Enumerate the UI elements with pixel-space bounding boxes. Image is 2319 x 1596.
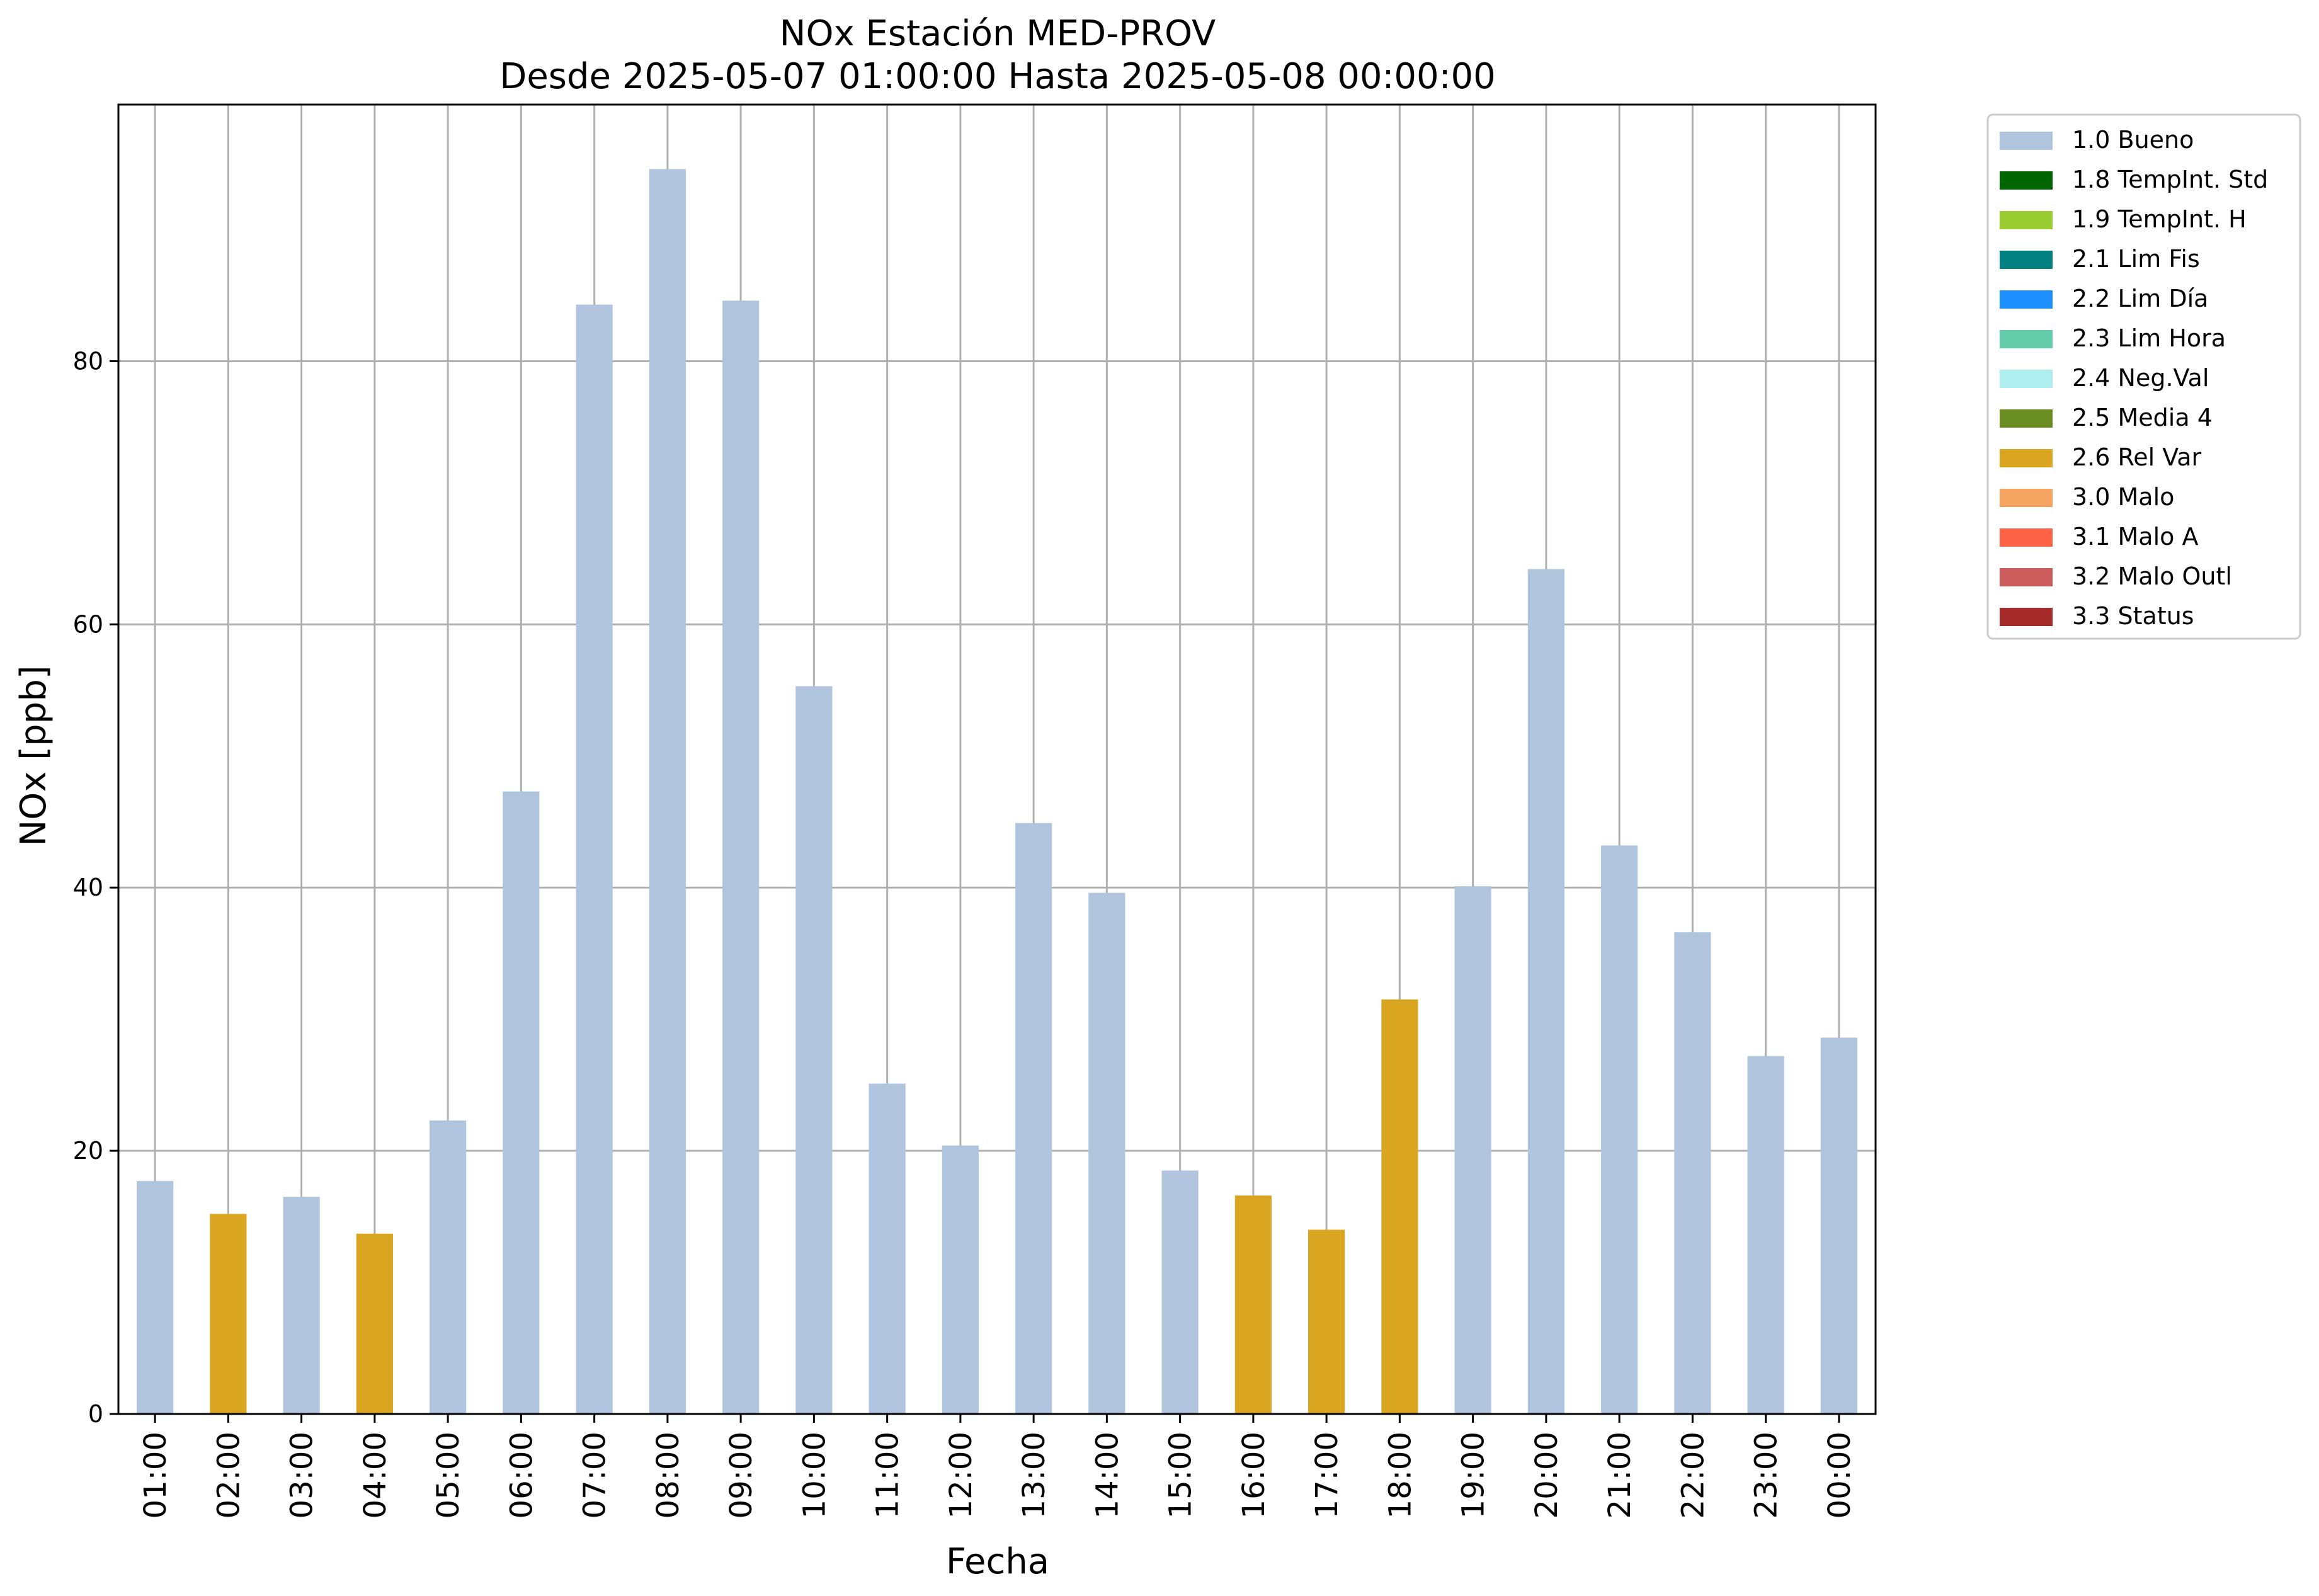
- bar-2100: [1601, 845, 1638, 1414]
- legend-entry: 2.1 Lim Fis: [2072, 245, 2200, 273]
- legend-entry: 2.4 Neg.Val: [2072, 364, 2209, 392]
- legend-swatch: [2000, 330, 2053, 348]
- bar-1200: [942, 1145, 979, 1414]
- bar-1900: [1454, 886, 1491, 1414]
- x-tick-label: 02:00: [211, 1432, 246, 1519]
- bar-1100: [869, 1083, 906, 1414]
- x-tick-label: 06:00: [504, 1432, 539, 1519]
- legend-entry: 1.0 Bueno: [2072, 126, 2194, 154]
- x-tick-label: 20:00: [1529, 1432, 1564, 1519]
- x-tick-label: 13:00: [1017, 1432, 1052, 1519]
- legend-swatch: [2000, 449, 2053, 467]
- bar-0200: [210, 1214, 247, 1414]
- bar-0100: [137, 1181, 174, 1414]
- legend-entry: 1.9 TempInt. H: [2072, 205, 2247, 233]
- x-tick-label: 03:00: [285, 1432, 320, 1519]
- bar-0400: [356, 1233, 393, 1414]
- bar-0900: [722, 300, 760, 1414]
- legend-swatch: [2000, 568, 2053, 586]
- bar-1400: [1088, 892, 1125, 1414]
- x-tick-label: 15:00: [1163, 1432, 1199, 1519]
- x-tick-label: 23:00: [1749, 1432, 1784, 1519]
- bar-1600: [1234, 1195, 1272, 1414]
- bar-1000: [795, 686, 833, 1414]
- bar-0500: [430, 1120, 467, 1414]
- legend-entry: 2.3 Lim Hora: [2072, 324, 2226, 352]
- legend-entry: 3.3 Status: [2072, 602, 2194, 630]
- bar-2200: [1674, 932, 1711, 1414]
- bar-2300: [1747, 1056, 1784, 1414]
- bar-0300: [283, 1197, 320, 1414]
- legend-entry: 1.8 TempInt. Std: [2072, 166, 2268, 193]
- legend-entry: 3.2 Malo Outl: [2072, 562, 2232, 590]
- x-tick-label: 22:00: [1675, 1432, 1711, 1519]
- x-axis: 01:00 02:00 03:00 04:00 05:00 06:00 07:00 08:00…: [138, 1414, 1857, 1519]
- y-axis: 0 20 40 60 80: [73, 347, 118, 1428]
- legend-swatch: [2000, 489, 2053, 507]
- x-tick-label: 09:00: [724, 1432, 759, 1519]
- x-tick-label: 19:00: [1456, 1432, 1491, 1519]
- legend-entry: 3.0 Malo: [2072, 483, 2174, 511]
- x-tick-label: 21:00: [1602, 1432, 1638, 1519]
- legend: 1.0 Bueno 1.8 TempInt. Std 1.9 TempInt. H 2…: [1986, 113, 2301, 640]
- x-tick-label: 08:00: [651, 1432, 686, 1519]
- y-axis-label: NOx [ppb]: [13, 665, 54, 846]
- legend-swatch: [2000, 171, 2053, 190]
- x-tick-label: 10:00: [797, 1432, 832, 1519]
- bars: [137, 169, 1857, 1415]
- bar-1700: [1308, 1229, 1345, 1414]
- x-tick-label: 04:00: [358, 1432, 393, 1519]
- x-tick-label: 18:00: [1382, 1432, 1418, 1519]
- bar-0000: [1820, 1037, 1857, 1414]
- plot-frame: [117, 103, 1877, 1415]
- chart-title: NOx Estación MED-PROV: [780, 13, 1216, 54]
- x-tick-label: 01:00: [138, 1432, 173, 1519]
- legend-entry: 2.2 Lim Día: [2072, 285, 2208, 312]
- bar-0600: [503, 791, 540, 1414]
- chart-subtitle: Desde 2025-05-07 01:00:00 Hasta 2025-05-…: [499, 56, 1496, 97]
- legend-swatch: [2000, 132, 2053, 150]
- legend-swatch: [2000, 211, 2053, 229]
- y-tick-label: 80: [73, 347, 103, 375]
- legend-swatch: [2000, 608, 2053, 626]
- y-tick-label: 20: [73, 1137, 103, 1165]
- x-tick-label: 11:00: [870, 1432, 906, 1519]
- legend-entry: 2.5 Media 4: [2072, 404, 2213, 431]
- bar-2000: [1527, 569, 1564, 1414]
- x-tick-label: 07:00: [578, 1432, 613, 1519]
- x-tick-label: 14:00: [1090, 1432, 1125, 1519]
- bar-1800: [1381, 999, 1418, 1414]
- bar-1300: [1015, 823, 1052, 1414]
- x-axis-label: Fecha: [946, 1541, 1049, 1582]
- legend-swatch: [2000, 409, 2053, 428]
- y-tick-label: 60: [73, 610, 103, 638]
- x-tick-label: 05:00: [431, 1432, 466, 1519]
- legend-swatch: [2000, 290, 2053, 309]
- y-tick-label: 40: [73, 874, 103, 901]
- bar-0800: [649, 169, 686, 1414]
- legend-swatch: [2000, 370, 2053, 388]
- x-tick-label: 17:00: [1309, 1432, 1345, 1519]
- legend-box: [1986, 113, 2301, 640]
- x-tick-label: 00:00: [1822, 1432, 1857, 1519]
- y-tick-label: 0: [88, 1400, 103, 1428]
- bar-1500: [1161, 1170, 1199, 1414]
- x-tick-label: 12:00: [943, 1432, 979, 1519]
- legend-swatch: [2000, 528, 2053, 547]
- bar-0700: [576, 304, 613, 1415]
- x-tick-label: 16:00: [1236, 1432, 1272, 1519]
- legend-entry: 2.6 Rel Var: [2072, 443, 2202, 471]
- legend-entry: 3.1 Malo A: [2072, 523, 2198, 550]
- legend-swatch: [2000, 251, 2053, 269]
